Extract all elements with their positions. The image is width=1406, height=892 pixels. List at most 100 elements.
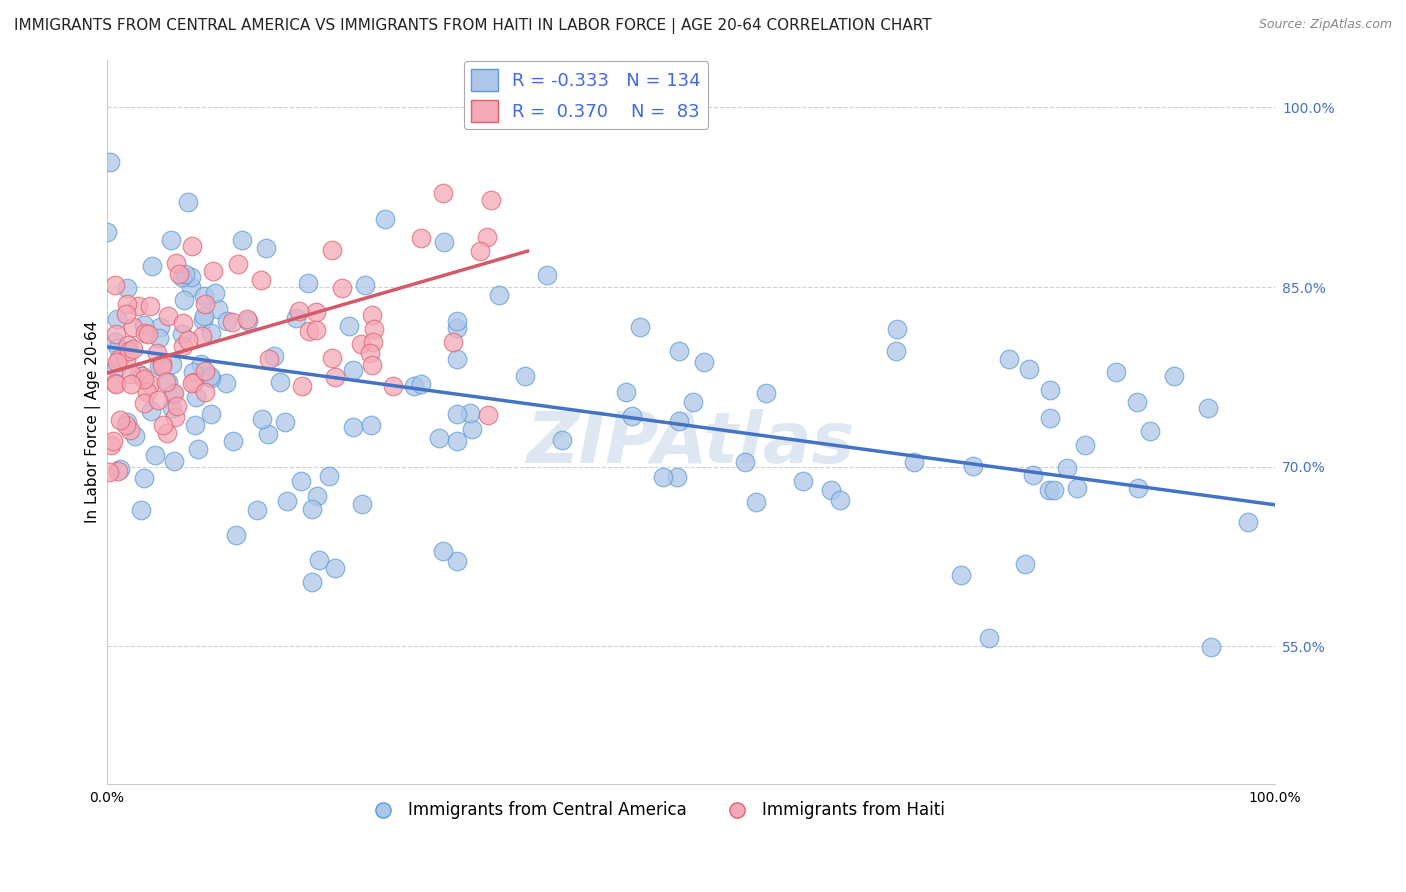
Point: [628, 319, 651, 334]
Point: [170, 270, 193, 285]
Point: [134, 318, 156, 332]
Point: [477, 408, 499, 422]
Point: [204, 286, 226, 301]
Point: [127, 299, 149, 313]
Point: [886, 344, 908, 359]
Point: [359, 346, 381, 360]
Point: [225, 528, 247, 542]
Point: [166, 399, 188, 413]
Point: [1139, 424, 1161, 438]
Point: [96, 226, 118, 240]
Point: [156, 425, 179, 440]
Point: [105, 355, 128, 369]
Point: [231, 233, 253, 247]
Point: [651, 470, 673, 484]
Text: IMMIGRANTS FROM CENTRAL AMERICA VS IMMIGRANTS FROM HAITI IN LABOR FORCE | AGE 20: IMMIGRANTS FROM CENTRAL AMERICA VS IMMIG…: [14, 18, 932, 34]
Point: [458, 406, 481, 420]
Point: [373, 212, 395, 227]
Point: [820, 483, 842, 497]
Point: [515, 368, 537, 383]
Point: [246, 502, 269, 516]
Point: [115, 281, 138, 295]
Point: [446, 314, 468, 328]
Point: [134, 372, 156, 386]
Point: [104, 377, 127, 392]
Point: [183, 376, 205, 390]
Point: [128, 368, 150, 382]
Point: [139, 299, 162, 313]
Point: [363, 322, 385, 336]
Point: [200, 370, 222, 384]
Point: [1126, 395, 1149, 409]
Point: [998, 352, 1021, 367]
Point: [162, 386, 184, 401]
Point: [250, 412, 273, 426]
Point: [350, 497, 373, 511]
Point: [146, 346, 169, 360]
Point: [121, 319, 143, 334]
Point: [903, 455, 925, 469]
Point: [177, 333, 200, 347]
Point: [114, 352, 136, 367]
Point: [337, 319, 360, 334]
Point: [156, 310, 179, 324]
Point: [250, 273, 273, 287]
Point: [148, 331, 170, 345]
Point: [170, 326, 193, 341]
Point: [152, 417, 174, 432]
Point: [180, 280, 202, 294]
Point: [446, 434, 468, 449]
Point: [288, 304, 311, 318]
Point: [103, 335, 125, 350]
Point: [301, 574, 323, 589]
Point: [184, 418, 207, 433]
Point: [155, 376, 177, 390]
Point: [115, 296, 138, 310]
Point: [117, 337, 139, 351]
Point: [193, 288, 215, 302]
Point: [318, 468, 340, 483]
Point: [200, 407, 222, 421]
Point: [131, 368, 153, 383]
Point: [432, 544, 454, 558]
Point: [470, 244, 492, 258]
Point: [160, 401, 183, 416]
Point: [1197, 401, 1219, 416]
Point: [536, 268, 558, 283]
Point: [194, 296, 217, 310]
Point: [360, 417, 382, 432]
Point: [180, 376, 202, 391]
Point: [201, 264, 224, 278]
Point: [321, 351, 343, 366]
Point: [323, 561, 346, 575]
Point: [139, 376, 162, 391]
Point: [962, 458, 984, 473]
Point: [792, 474, 814, 488]
Point: [693, 355, 716, 369]
Point: [222, 434, 245, 449]
Point: [828, 493, 851, 508]
Point: [148, 359, 170, 373]
Point: [172, 339, 194, 353]
Point: [1074, 438, 1097, 452]
Point: [167, 267, 190, 281]
Point: [1018, 361, 1040, 376]
Point: [254, 241, 277, 255]
Point: [441, 334, 464, 349]
Point: [479, 193, 502, 207]
Point: [274, 416, 297, 430]
Text: Source: ZipAtlas.com: Source: ZipAtlas.com: [1258, 18, 1392, 31]
Point: [173, 267, 195, 281]
Point: [360, 308, 382, 322]
Point: [108, 352, 131, 367]
Point: [150, 356, 173, 370]
Point: [305, 305, 328, 319]
Point: [104, 376, 127, 390]
Point: [1105, 365, 1128, 379]
Point: [1163, 369, 1185, 384]
Point: [886, 321, 908, 335]
Point: [1128, 481, 1150, 495]
Point: [323, 369, 346, 384]
Point: [446, 351, 468, 366]
Point: [307, 489, 329, 503]
